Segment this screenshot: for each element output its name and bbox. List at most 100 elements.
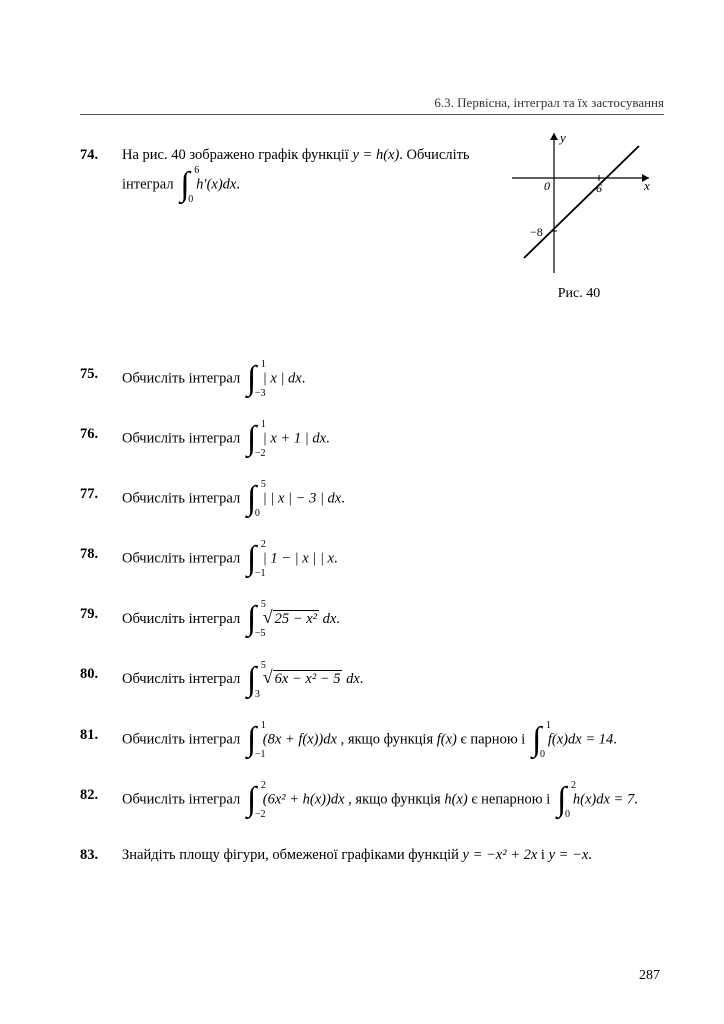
int-lower: −2	[255, 806, 266, 823]
period: .	[302, 370, 306, 386]
integral: 1 ∫ −2	[247, 422, 256, 456]
period: .	[334, 550, 338, 566]
figure-label: Рис. 40	[504, 286, 654, 302]
int-lower: 0	[540, 746, 545, 763]
int-lower: −1	[255, 565, 266, 582]
period: .	[588, 847, 592, 863]
integrand-2: f(x)dx = 14	[548, 731, 613, 747]
problem-76: 76. Обчисліть інтеграл 1 ∫ −2 | x + 1 | …	[80, 422, 664, 456]
problem-number: 74.	[80, 143, 122, 202]
problem-82: 82. Обчисліть інтеграл 2 ∫ −2 (6x² + h(x…	[80, 783, 664, 817]
problem-text: Обчисліть інтеграл	[122, 731, 244, 747]
problem-text: Обчисліть інтеграл	[122, 791, 244, 807]
problem-number: 77.	[80, 482, 122, 516]
int-upper: 1	[261, 717, 266, 734]
cond-text: , якщо функція	[341, 731, 437, 747]
int-lower: 0	[565, 806, 570, 823]
page-number: 287	[639, 968, 660, 984]
int-upper: 2	[571, 777, 576, 794]
integral: 2 ∫ −1	[247, 542, 256, 576]
problem-number: 79.	[80, 602, 122, 637]
problem-text: Обчисліть інтеграл	[122, 370, 244, 386]
fig-x-label: x	[643, 178, 650, 193]
fig-tick-x: 6	[596, 181, 602, 195]
fig-tick-y: −8	[530, 225, 543, 239]
problem-text: Обчисліть інтеграл	[122, 550, 244, 566]
eq1: y = −x² + 2x	[463, 847, 538, 863]
fx: f(x)	[437, 731, 457, 747]
integrand-tail: dx	[346, 671, 360, 687]
int-lower: −2	[255, 445, 266, 462]
int-lower: 0	[188, 191, 193, 208]
integrand: | x + 1 | dx	[263, 430, 326, 446]
problem-75: 75. Обчисліть інтеграл 1 ∫ −3 | x | dx.	[80, 362, 664, 396]
period: .	[360, 671, 364, 687]
period: .	[341, 490, 345, 506]
int-upper: 5	[261, 476, 266, 493]
problem-text: Обчисліть інтеграл	[122, 490, 244, 506]
problem-text: Обчисліть інтеграл	[122, 671, 244, 687]
problem-80: 80. Обчисліть інтеграл 5 ∫ 3 6x − x² − 5…	[80, 662, 664, 697]
problem-number: 75.	[80, 362, 122, 396]
problem-text: Обчисліть інтеграл	[122, 430, 244, 446]
int-upper: 1	[546, 717, 551, 734]
integral-2: 1 ∫ 0	[532, 723, 541, 757]
problem-number: 78.	[80, 542, 122, 576]
problem-text: На рис. 40 зображено графік функції	[122, 147, 352, 163]
sqrt-body: 6x − x² − 5	[273, 670, 343, 687]
problem-83: 83. Знайдіть площу фігури, обмеженої гра…	[80, 843, 664, 868]
int-lower: 3	[255, 686, 260, 703]
integral: 1 ∫ −1	[247, 723, 256, 757]
cond-text-2: є парною і	[461, 731, 529, 747]
section-header: 6.3. Первісна, інтеграл та їх застосуван…	[80, 95, 664, 115]
integrand: | x | dx	[263, 370, 302, 386]
integral: 5 ∫ 3	[247, 663, 256, 697]
sqrt: 6x − x² − 5	[263, 662, 343, 693]
period: .	[613, 731, 617, 747]
integral: 1 ∫ −3	[247, 362, 256, 396]
int-lower: −3	[255, 385, 266, 402]
hx: h(x)	[444, 791, 467, 807]
int-lower: −1	[255, 746, 266, 763]
integral: 2 ∫ −2	[247, 783, 256, 817]
problem-number: 82.	[80, 783, 122, 817]
sqrt-body: 25 − x²	[273, 610, 319, 627]
and-text: і	[541, 847, 549, 863]
int-upper: 1	[261, 416, 266, 433]
problem-78: 78. Обчисліть інтеграл 2 ∫ −1 | 1 − | x …	[80, 542, 664, 576]
figure-40: 0 6 x y −8 Рис. 40	[504, 128, 654, 302]
integral: 5 ∫ −5	[247, 602, 256, 636]
int-upper: 6	[194, 162, 199, 179]
problem-number: 76.	[80, 422, 122, 456]
problem-77: 77. Обчисліть інтеграл 5 ∫ 0 | | x | − 3…	[80, 482, 664, 516]
integrand: | | x | − 3 | dx	[263, 490, 341, 506]
int-upper: 2	[261, 777, 266, 794]
period: .	[634, 791, 638, 807]
eq2: y = −x	[549, 847, 589, 863]
int-upper: 2	[261, 536, 266, 553]
fig-y-label: y	[558, 130, 566, 145]
problem-81: 81. Обчисліть інтеграл 1 ∫ −1 (8x + f(x)…	[80, 723, 664, 757]
problem-number: 80.	[80, 662, 122, 697]
integral-2: 2 ∫ 0	[557, 783, 566, 817]
problem-text: Обчисліть інтеграл	[122, 611, 244, 627]
problem-number: 83.	[80, 843, 122, 868]
integrand: (8x + f(x))dx	[263, 731, 337, 747]
fig-origin: 0	[544, 179, 550, 193]
cond-text: , якщо функція	[348, 791, 444, 807]
problem-func: y = h(x)	[352, 147, 399, 163]
integrand: | 1 − | x | | x	[263, 550, 334, 566]
integral: 6 ∫ 0	[180, 168, 189, 202]
cond-text-2: є непарною і	[471, 791, 554, 807]
problem-number: 81.	[80, 723, 122, 757]
problem-text: Знайдіть площу фігури, обмеженої графіка…	[122, 847, 463, 863]
integrand: h′(x)dx	[196, 176, 236, 192]
period: .	[336, 611, 340, 627]
integrand-2: h(x)dx = 7	[573, 791, 634, 807]
integrand: (6x² + h(x))dx	[263, 791, 345, 807]
problem-79: 79. Обчисліть інтеграл 5 ∫ −5 25 − x² dx…	[80, 602, 664, 637]
integral: 5 ∫ 0	[247, 482, 256, 516]
integrand-tail: dx	[323, 611, 337, 627]
period: .	[326, 430, 330, 446]
period: .	[236, 176, 240, 192]
